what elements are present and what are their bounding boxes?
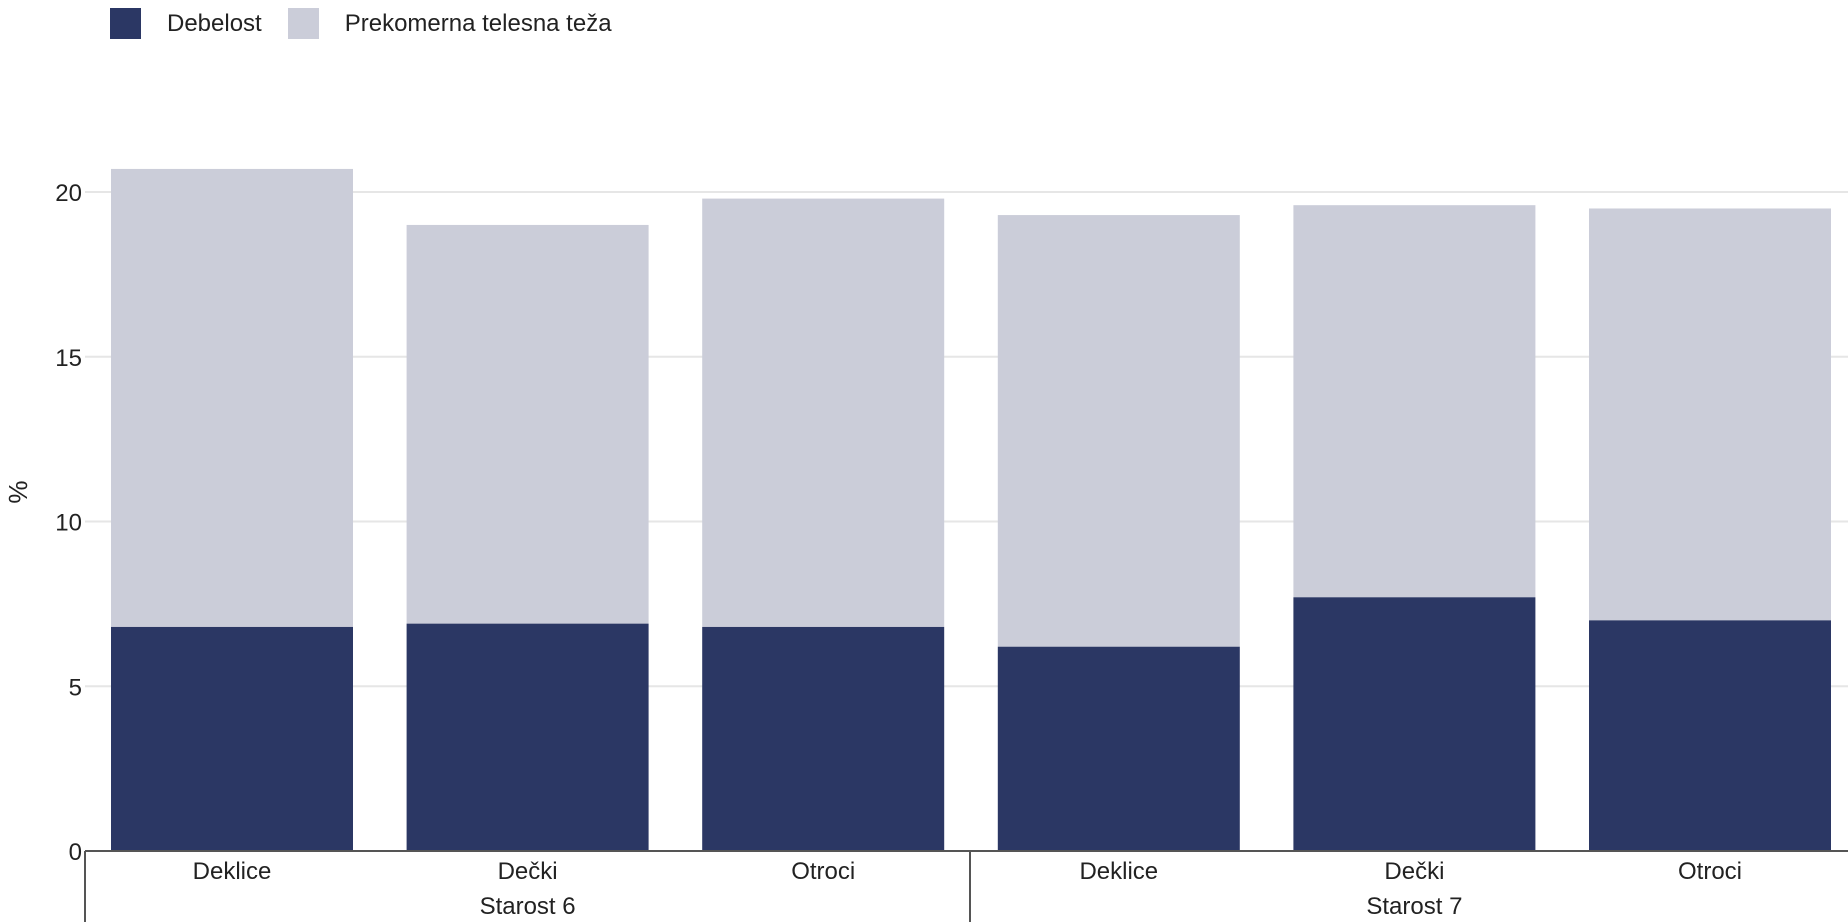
group-label: Starost 7 <box>1366 893 1462 920</box>
bar-prekomerna[interactable] <box>111 168 353 627</box>
x-tick-label: Otroci <box>1678 858 1742 885</box>
x-tick-label: Otroci <box>791 858 855 885</box>
y-tick-label: 5 <box>69 674 82 701</box>
x-tick-label: Deklice <box>193 858 272 885</box>
x-tick-label: Dečki <box>1384 858 1444 885</box>
bar-debelost[interactable] <box>997 646 1240 851</box>
bar-debelost[interactable] <box>111 626 353 851</box>
legend-item-prekomerna[interactable]: Prekomerna telesna teža <box>287 8 612 39</box>
bar-debelost[interactable] <box>702 626 945 851</box>
legend-label-prekomerna: Prekomerna telesna teža <box>344 9 612 37</box>
bar-debelost[interactable] <box>406 623 649 851</box>
bar-prekomerna[interactable] <box>406 224 649 624</box>
legend-swatch-debelost <box>110 8 141 39</box>
legend-label-debelost: Debelost <box>167 9 262 37</box>
axes: 0 5 10 15 20 Deklice Dečki Otroci Deklice Dečki Ot… <box>55 180 1848 922</box>
legend-item-debelost[interactable]: Debelost <box>110 8 262 39</box>
y-tick-label: 15 <box>55 345 82 372</box>
bar-prekomerna[interactable] <box>1293 205 1536 598</box>
x-tick-label: Deklice <box>1079 858 1158 885</box>
y-tick-label: 10 <box>55 510 82 537</box>
x-tick-label: Dečki <box>498 858 558 885</box>
bars <box>111 168 1831 851</box>
group-label: Starost 6 <box>480 893 576 920</box>
bar-debelost[interactable] <box>1589 620 1831 851</box>
legend-swatch-prekomerna <box>287 8 319 39</box>
bar-prekomerna[interactable] <box>997 215 1240 647</box>
gridlines <box>85 191 1848 688</box>
legend: Debelost Prekomerna telesna teža <box>110 8 638 39</box>
bar-debelost[interactable] <box>1293 597 1536 851</box>
bar-prekomerna[interactable] <box>1589 208 1831 621</box>
y-tick-label: 0 <box>69 839 82 866</box>
y-axis-label: % <box>3 480 33 503</box>
bar-prekomerna[interactable] <box>702 198 945 627</box>
y-tick-label: 20 <box>55 180 82 207</box>
